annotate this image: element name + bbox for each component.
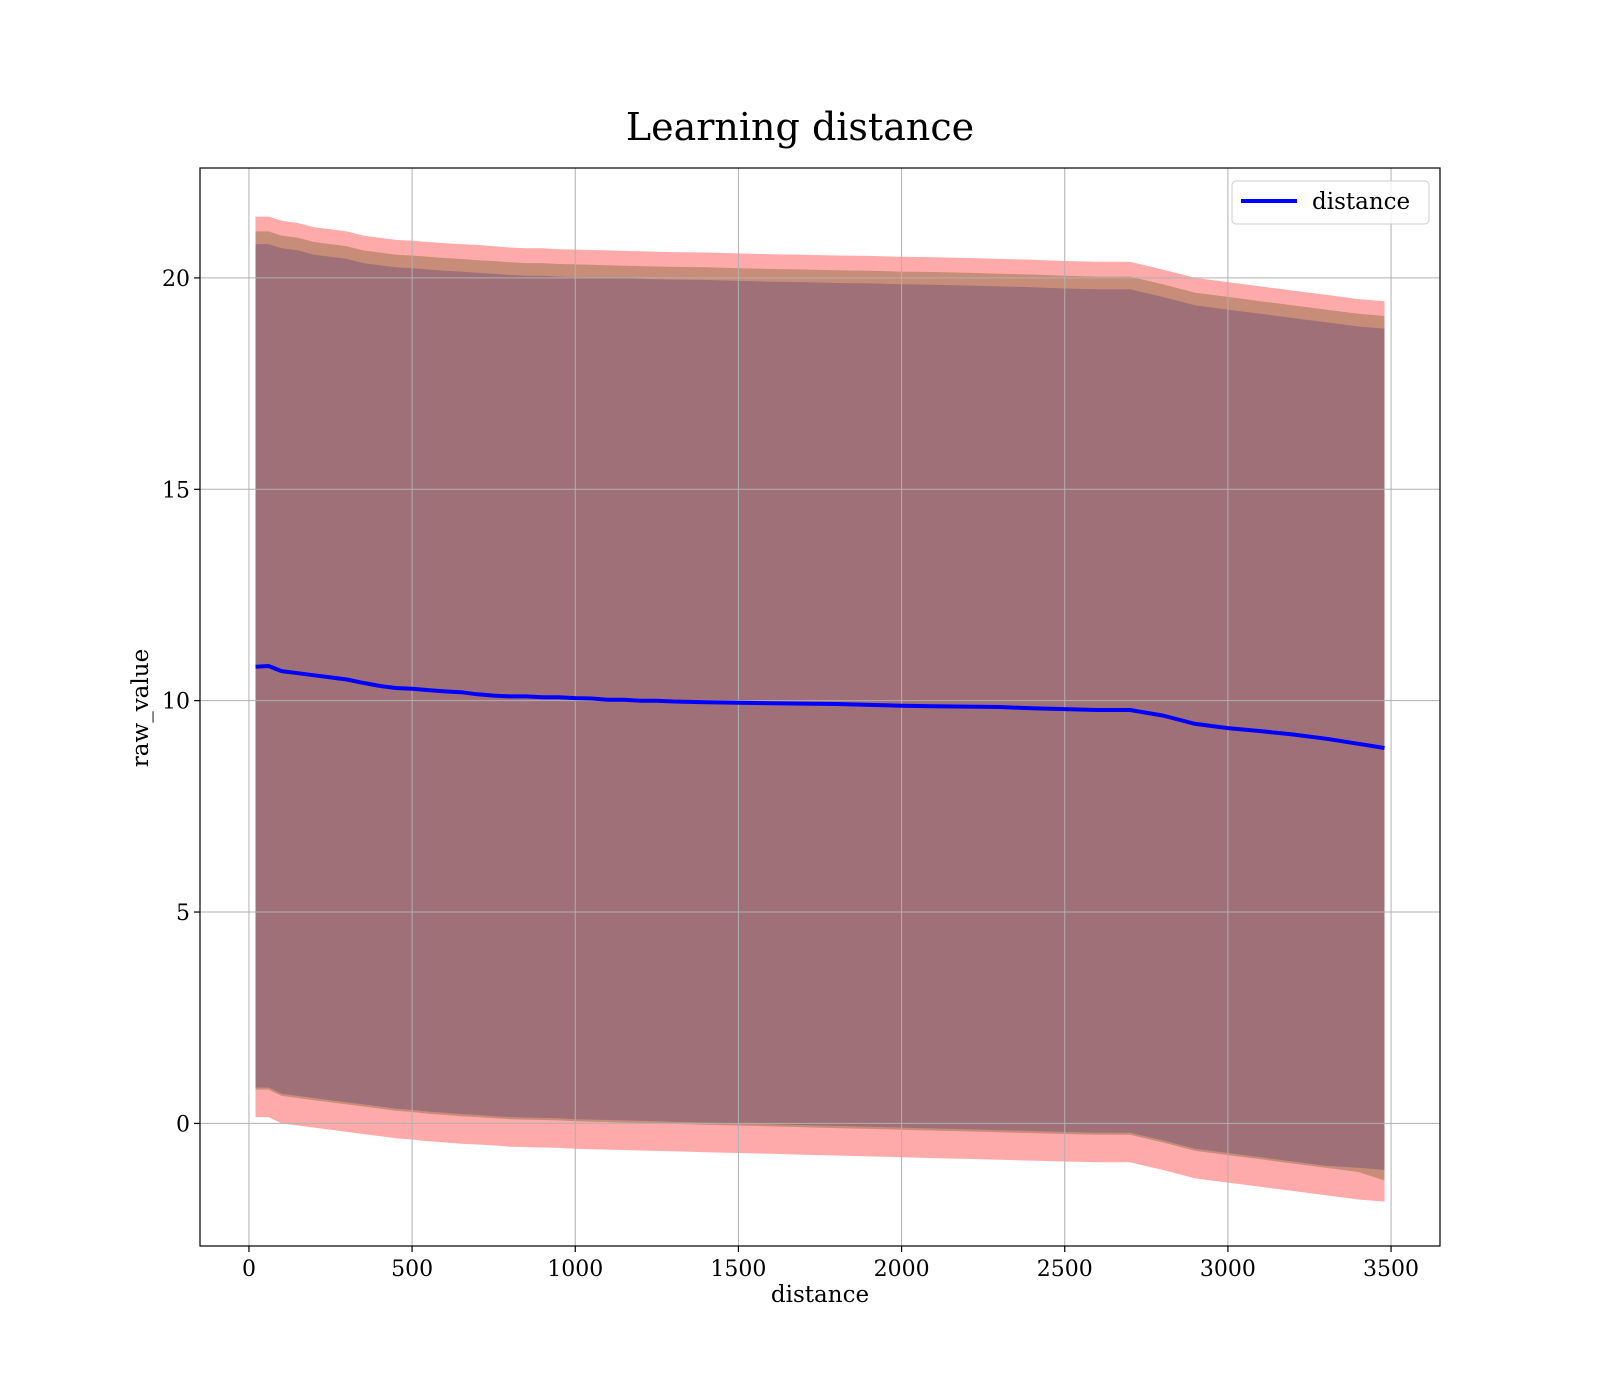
x-tick-label: 0 xyxy=(242,1257,256,1282)
legend-label-distance: distance xyxy=(1312,189,1410,215)
band-inner xyxy=(255,244,1385,1170)
x-tick-label: 3500 xyxy=(1363,1257,1419,1282)
y-axis-label: raw_value xyxy=(128,649,154,767)
series-line-distance xyxy=(255,664,1385,750)
y-tick-label: 0 xyxy=(176,1112,190,1137)
x-tick-label: 2000 xyxy=(874,1257,930,1282)
x-tick-label: 3000 xyxy=(1200,1257,1256,1282)
legend: distance xyxy=(1231,180,1430,225)
y-tick-label: 10 xyxy=(162,690,190,715)
y-tick-label: 15 xyxy=(162,478,190,503)
x-tick-label: 1000 xyxy=(547,1257,603,1282)
plot-area: 0 500 1000 1500 2000 2500 3000 3500 0 5 10 15 20 xyxy=(162,167,1441,1282)
x-axis-label: distance xyxy=(771,1282,869,1308)
x-tick-label: 2500 xyxy=(1037,1257,1093,1282)
y-tick-label: 20 xyxy=(162,267,190,292)
plot-frame xyxy=(199,167,1441,1247)
x-tick-label: 1500 xyxy=(710,1257,766,1282)
chart-title: Learning distance xyxy=(626,105,974,149)
y-tick-label: 5 xyxy=(176,901,190,926)
legend-box xyxy=(1231,180,1430,225)
x-tick-label: 500 xyxy=(391,1257,433,1282)
